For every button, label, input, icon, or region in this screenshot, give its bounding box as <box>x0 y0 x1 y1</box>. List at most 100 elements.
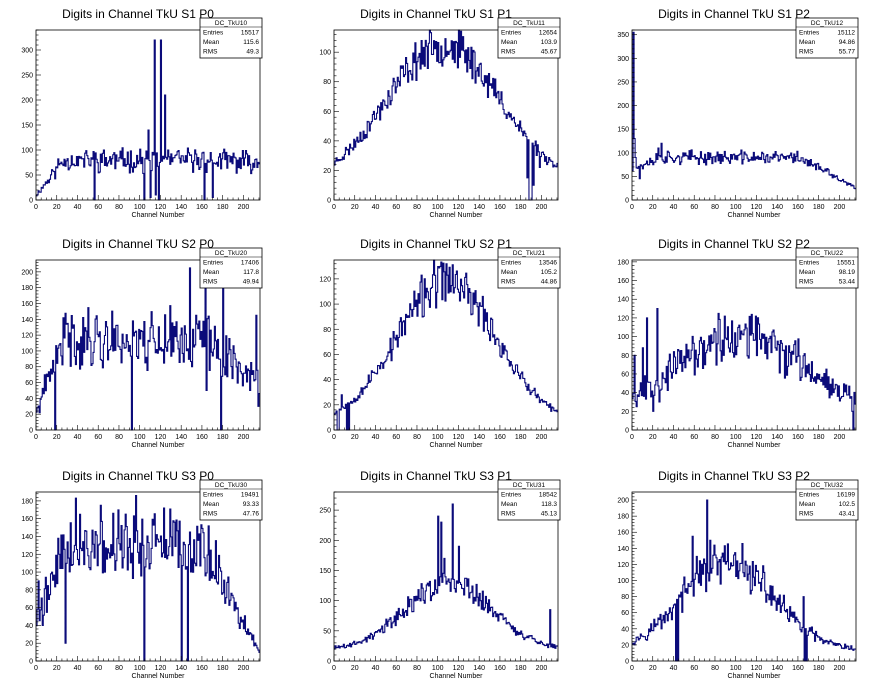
histogram-panel: Digits in Channel TkU S3 P0 0 20 40 60 80 100 1… <box>21 469 263 680</box>
x-tick-label: 0 <box>34 665 38 672</box>
x-tick-label: 40 <box>372 665 380 672</box>
histogram-panel: Digits in Channel TkU S1 P1 0 20 40 60 80 100 1… <box>319 7 561 219</box>
stats-value: 103.9 <box>541 39 558 46</box>
plot-frame <box>333 259 559 431</box>
x-tick-label: 60 <box>94 434 102 441</box>
x-tick-label: 140 <box>473 434 485 441</box>
x-axis-label: Channel Number <box>132 673 186 680</box>
x-tick-label: 160 <box>494 665 506 672</box>
y-tick-label: 40 <box>621 626 629 633</box>
stats-key: Mean <box>799 269 816 276</box>
stats-value: 15551 <box>837 260 855 267</box>
y-tick-label: 140 <box>21 317 33 324</box>
stats-key: RMS <box>203 49 218 56</box>
y-tick-label: 20 <box>25 641 33 648</box>
x-tick-label: 180 <box>515 434 527 441</box>
stats-name: DC_TkU20 <box>215 250 248 257</box>
y-tick-label: 50 <box>25 173 33 180</box>
y-tick-label: 0 <box>29 428 33 435</box>
x-tick-label: 60 <box>392 665 400 672</box>
plot-frame <box>333 29 559 201</box>
x-tick-label: 0 <box>332 665 336 672</box>
stats-value: 19491 <box>241 492 259 499</box>
x-tick-label: 60 <box>392 204 400 211</box>
x-tick-label: 20 <box>351 434 359 441</box>
histogram-series <box>334 29 558 201</box>
stats-value: 16199 <box>837 492 855 499</box>
y-tick-label: 40 <box>323 138 331 145</box>
y-tick-label: 160 <box>617 530 629 537</box>
stats-key: Entries <box>501 492 522 499</box>
stats-key: Entries <box>799 30 820 37</box>
x-tick-label: 140 <box>473 204 485 211</box>
x-tick-label: 100 <box>730 434 742 441</box>
x-tick-label: 80 <box>115 434 123 441</box>
x-tick-label: 40 <box>74 434 82 441</box>
x-tick-label: 40 <box>74 665 82 672</box>
x-tick-label: 200 <box>238 434 250 441</box>
stats-name: DC_TkU30 <box>215 482 248 489</box>
x-tick-label: 0 <box>630 665 634 672</box>
stats-value: 49.3 <box>246 49 259 56</box>
stats-key: RMS <box>203 279 218 286</box>
x-axis-label: Channel Number <box>132 212 186 219</box>
x-axis-label: Channel Number <box>728 442 782 449</box>
y-tick-label: 180 <box>617 514 629 521</box>
x-tick-label: 200 <box>238 665 250 672</box>
y-tick-label: 150 <box>21 123 33 130</box>
stats-value: 43.41 <box>839 511 856 518</box>
x-tick-label: 180 <box>813 665 825 672</box>
y-tick-label: 200 <box>617 498 629 505</box>
stats-box <box>199 479 263 521</box>
x-tick-label: 20 <box>53 434 61 441</box>
x-tick-label: 120 <box>751 434 763 441</box>
stats-box <box>497 479 561 521</box>
x-tick-label: 140 <box>473 665 485 672</box>
y-tick-label: 200 <box>617 103 629 110</box>
stats-box <box>795 17 859 59</box>
stats-value: 47.76 <box>243 511 260 518</box>
y-tick-label: 50 <box>621 174 629 181</box>
stats-value: 49.94 <box>243 279 260 286</box>
y-tick-label: 0 <box>327 659 331 666</box>
stats-value: 15112 <box>837 30 855 37</box>
x-tick-label: 160 <box>494 204 506 211</box>
y-tick-label: 40 <box>621 390 629 397</box>
stats-key: Mean <box>203 269 220 276</box>
x-tick-label: 40 <box>372 204 380 211</box>
stats-value: 18542 <box>539 492 557 499</box>
y-tick-label: 350 <box>617 32 629 39</box>
x-tick-label: 0 <box>332 434 336 441</box>
x-tick-label: 40 <box>670 434 678 441</box>
y-tick-label: 150 <box>319 568 331 575</box>
x-axis-label: Channel Number <box>430 212 484 219</box>
histogram-series <box>334 259 558 431</box>
x-tick-label: 140 <box>771 204 783 211</box>
x-tick-label: 100 <box>432 434 444 441</box>
stats-box <box>497 17 561 59</box>
histogram-series <box>334 503 558 650</box>
y-tick-label: 40 <box>25 396 33 403</box>
histogram-series <box>36 267 260 431</box>
stats-key: Mean <box>501 269 518 276</box>
x-tick-label: 160 <box>196 665 208 672</box>
x-tick-label: 180 <box>515 204 527 211</box>
x-tick-label: 60 <box>690 434 698 441</box>
x-tick-label: 0 <box>332 204 336 211</box>
x-tick-label: 120 <box>453 204 465 211</box>
y-tick-label: 140 <box>617 546 629 553</box>
histogram-series <box>632 308 856 431</box>
y-tick-label: 0 <box>625 198 629 205</box>
panel-title: Digits in Channel TkU S1 P2 <box>658 7 810 21</box>
stats-value: 17406 <box>241 260 259 267</box>
stats-value: 45.13 <box>541 511 558 518</box>
y-tick-label: 120 <box>617 562 629 569</box>
y-tick-label: 40 <box>323 377 331 384</box>
y-tick-label: 120 <box>319 276 331 283</box>
stats-value: 13546 <box>539 260 557 267</box>
y-tick-label: 80 <box>25 364 33 371</box>
x-tick-label: 140 <box>175 434 187 441</box>
x-tick-label: 180 <box>217 665 229 672</box>
x-tick-label: 60 <box>94 204 102 211</box>
x-tick-label: 40 <box>74 204 82 211</box>
